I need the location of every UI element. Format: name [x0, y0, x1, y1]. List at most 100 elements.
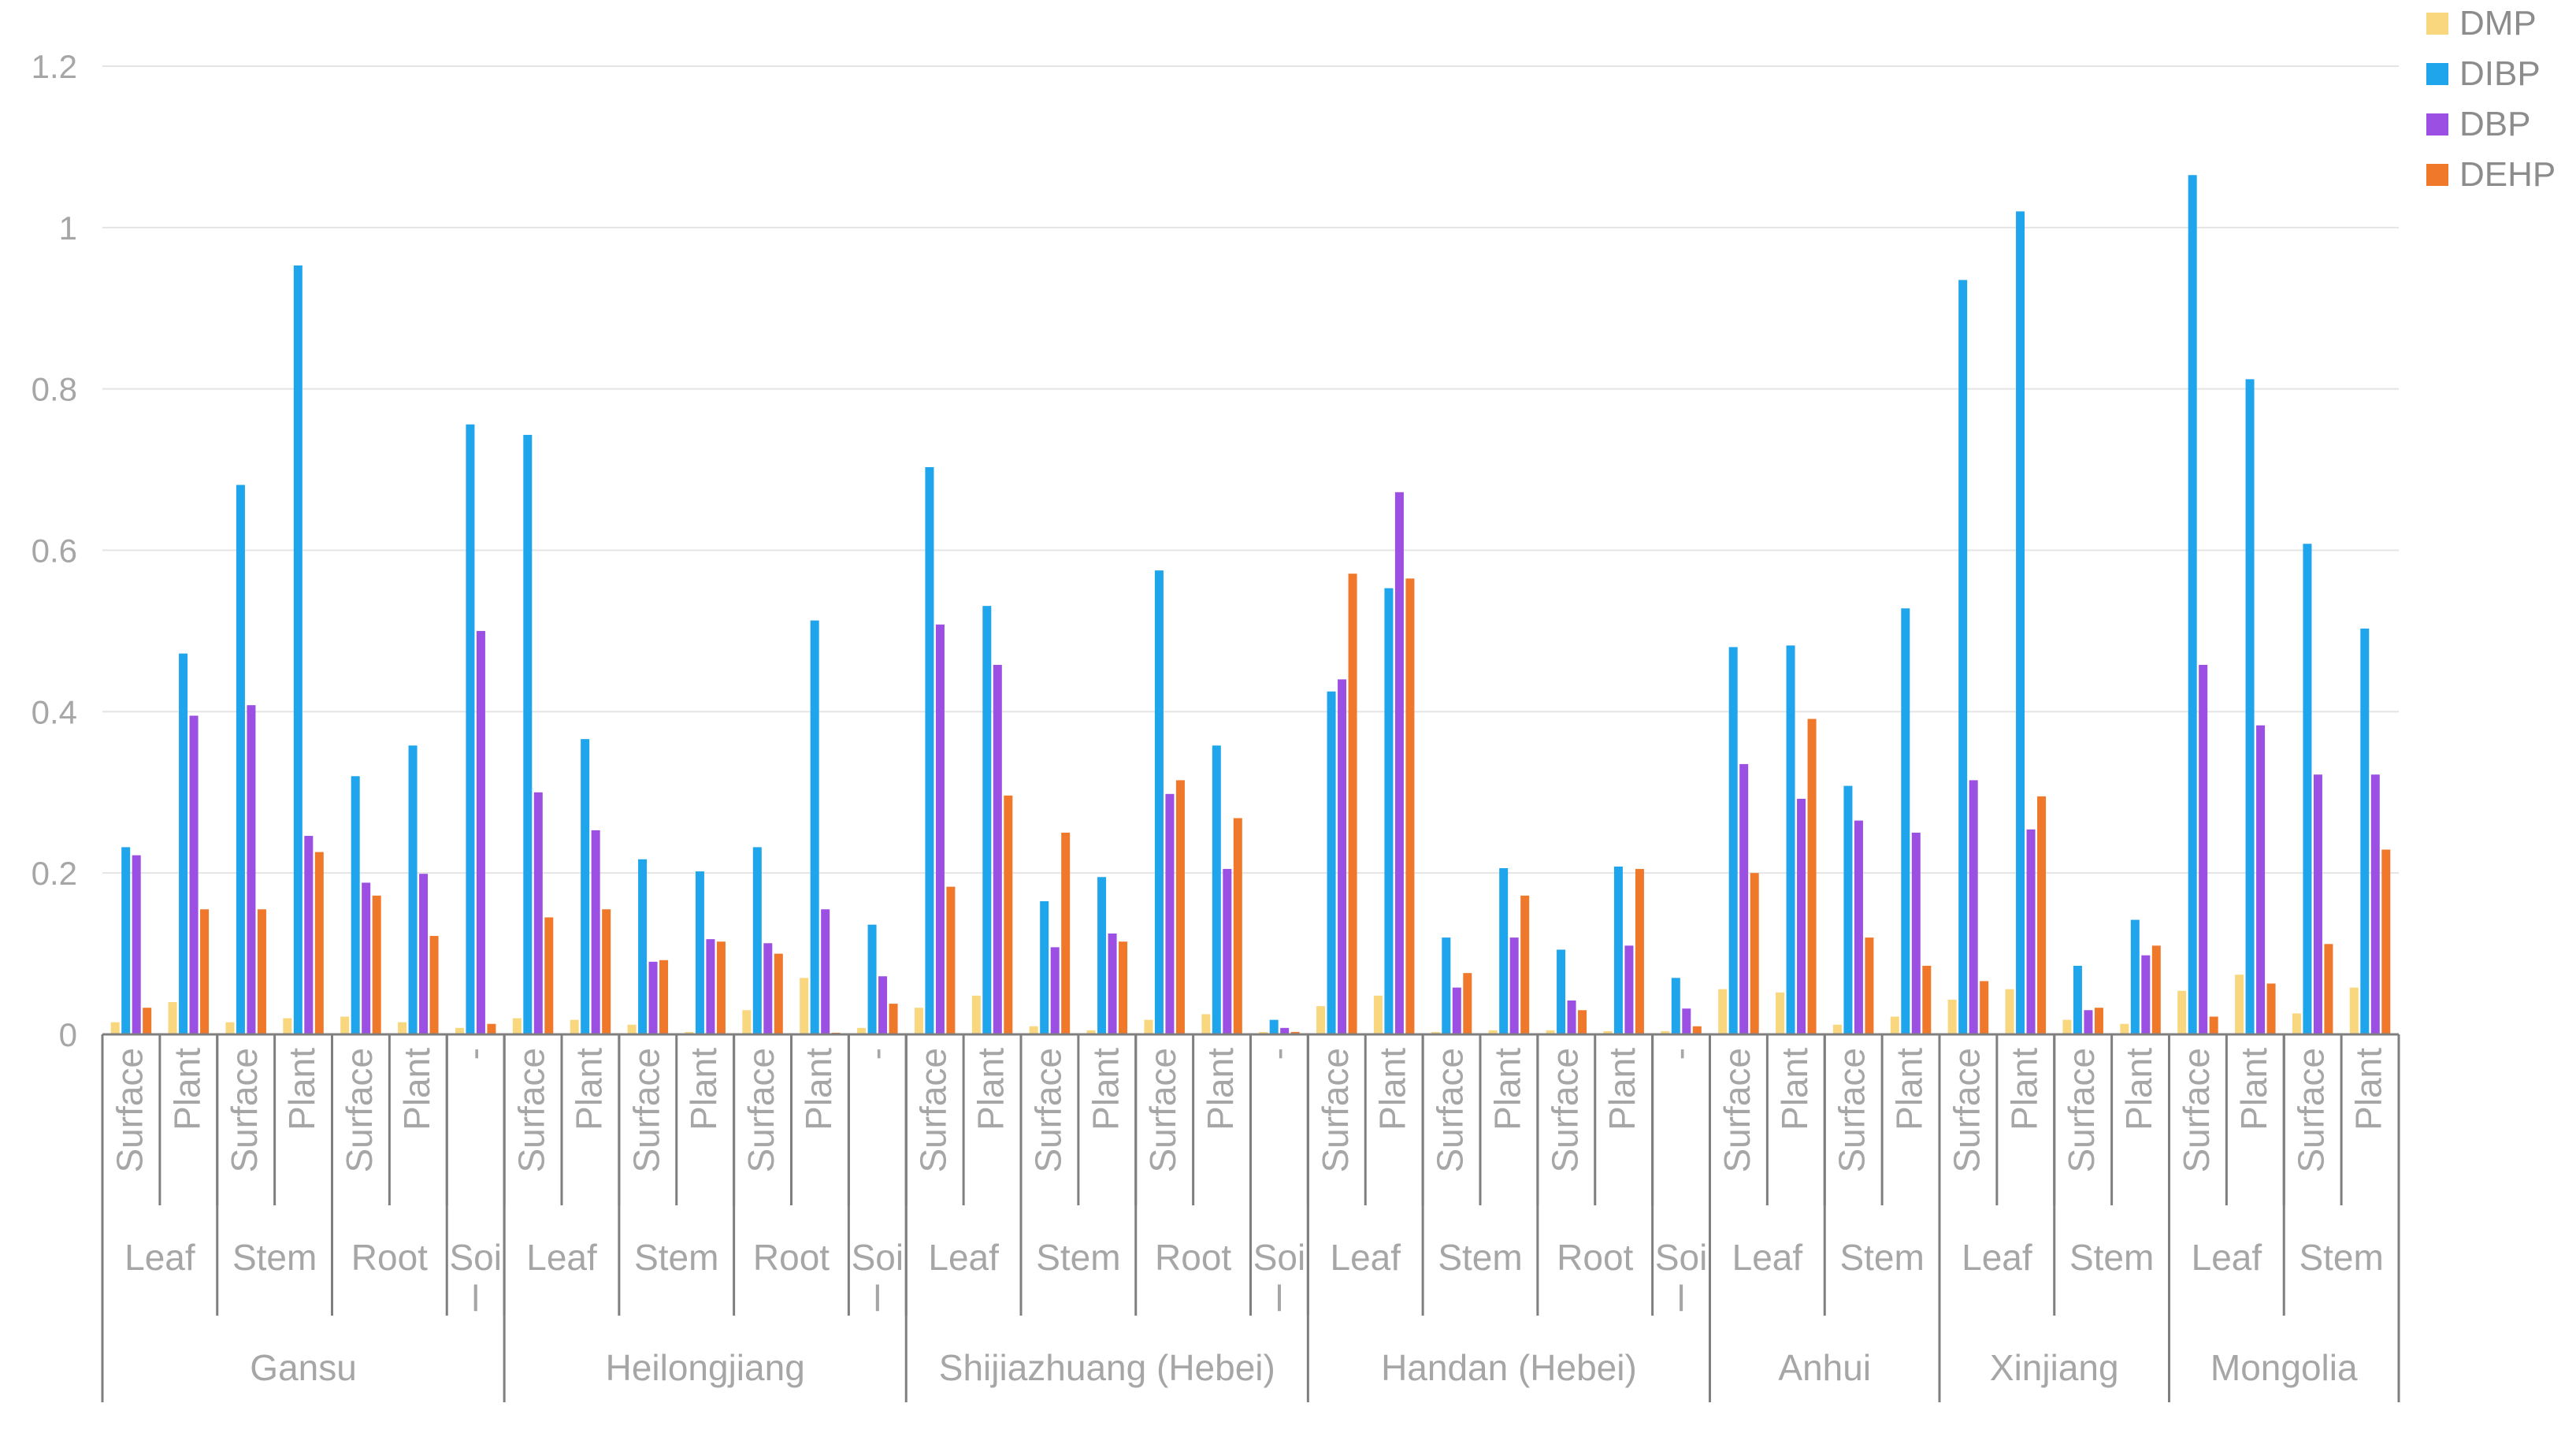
bar-dehp: [2381, 849, 2391, 1034]
bar-dbp: [476, 630, 485, 1034]
region-label: Mongolia: [2210, 1347, 2358, 1388]
bar-dmp: [1718, 989, 1728, 1034]
bar-dehp: [1922, 965, 1932, 1034]
bar-dehp: [2151, 945, 2161, 1034]
bar-dibp: [1958, 280, 1968, 1034]
category-label: Plant: [1889, 1048, 1930, 1130]
bar-dmp: [570, 1019, 579, 1034]
bar-dmp: [283, 1018, 292, 1034]
bar-dibp: [1154, 570, 1164, 1034]
bar-dibp: [2360, 628, 2370, 1034]
legend-label-dbp: DBP: [2459, 105, 2530, 143]
category-label: Plant: [281, 1048, 322, 1130]
bar-dbp: [2256, 725, 2266, 1034]
bar-dibp: [408, 745, 418, 1034]
bar-dmp: [1890, 1016, 1899, 1034]
category-label: Surface: [1142, 1048, 1183, 1173]
bar-dmp: [1488, 1030, 1498, 1034]
bar-dmp: [2177, 990, 2187, 1034]
bar-dbp: [1338, 679, 1347, 1034]
group-label: Stem: [634, 1237, 718, 1278]
category-label: Plant: [1372, 1048, 1413, 1130]
bar-dibp: [1613, 866, 1623, 1034]
category-label: Surface: [2291, 1048, 2332, 1173]
bar-dibp: [1269, 1019, 1279, 1034]
bar-dbp: [189, 715, 199, 1034]
legend: DMP DIBP DBP DEHP: [2426, 4, 2556, 194]
bar-dibp: [1728, 647, 1738, 1034]
bar-dehp: [2324, 944, 2333, 1034]
bar-dmp: [2005, 989, 2014, 1034]
bar-dehp: [257, 909, 266, 1034]
category-label: Surface: [1544, 1048, 1585, 1173]
category-label: -: [856, 1048, 896, 1060]
bar-dbp: [419, 874, 429, 1034]
bar-dibp: [2245, 379, 2255, 1034]
bar-dibp: [2188, 175, 2197, 1035]
bar-dibp: [236, 484, 245, 1034]
group-label: Root: [1557, 1237, 1633, 1278]
category-label: Plant: [1487, 1048, 1527, 1130]
bar-dmp: [1832, 1024, 1842, 1034]
x-axis-labels: Surface Plant Surface Plant Surface Plant - Sur…: [109, 1048, 2389, 1388]
axes: [101, 1033, 2400, 1402]
bar-dibp: [523, 435, 533, 1034]
category-label: Plant: [2118, 1048, 2159, 1130]
category-label: -: [454, 1048, 495, 1060]
legend-label-dmp: DMP: [2459, 4, 2537, 43]
category-label: Plant: [2233, 1048, 2274, 1130]
bar-dibp: [2303, 544, 2312, 1034]
group-label: Soi: [449, 1237, 501, 1278]
bar-dmp: [1546, 1030, 1555, 1034]
y-axis-ticks: 0 0.2 0.4 0.6 0.8 1 1.2: [32, 48, 77, 1053]
bar-dehp: [1290, 1031, 1300, 1034]
group-label: Leaf: [1962, 1237, 2032, 1278]
category-label: Plant: [396, 1048, 437, 1130]
legend-swatch-dmp: [2426, 13, 2448, 35]
category-label: Plant: [683, 1048, 724, 1130]
category-label: Plant: [1200, 1048, 1241, 1130]
bar-dehp: [716, 941, 726, 1034]
bar-dibp: [581, 739, 590, 1034]
bar-dmp: [627, 1024, 637, 1034]
bar-dehp: [1004, 795, 1013, 1034]
group-label: Root: [351, 1237, 428, 1278]
category-label: Surface: [2176, 1048, 2217, 1173]
bar-dehp: [1061, 832, 1071, 1034]
bar-dibp: [293, 265, 303, 1034]
bar-dbp: [1624, 945, 1634, 1034]
group-label: l: [1677, 1278, 1685, 1319]
bar-dbp: [304, 836, 314, 1034]
bar-dbp: [1739, 763, 1749, 1034]
bar-dbp: [362, 882, 371, 1034]
category-label: Surface: [1717, 1048, 1758, 1173]
group-label: Soi: [1655, 1237, 1707, 1278]
bar-dibp: [1384, 588, 1394, 1034]
bar-dehp: [2037, 796, 2047, 1034]
bar-dehp: [1635, 869, 1644, 1034]
category-label: Plant: [568, 1048, 609, 1130]
bar-dbp: [247, 705, 256, 1034]
bar-dibp: [1499, 868, 1509, 1034]
category-label: Plant: [2348, 1048, 2389, 1130]
bar-dbp: [1452, 987, 1461, 1034]
bar-dibp: [1212, 745, 1221, 1034]
bar-dehp: [659, 960, 669, 1034]
bar-dbp: [1854, 820, 1863, 1034]
bar-dibp: [1671, 978, 1680, 1034]
bar-dehp: [1233, 818, 1242, 1034]
y-tick-label: 1: [59, 210, 77, 247]
category-label: Surface: [1832, 1048, 1873, 1173]
bar-dibp: [752, 847, 762, 1034]
group-label: Leaf: [1732, 1237, 1803, 1278]
y-tick-label: 0.6: [32, 533, 77, 570]
bar-dmp: [914, 1008, 923, 1034]
bar-dbp: [935, 624, 945, 1034]
bar-dibp: [1097, 877, 1107, 1034]
bar-dehp: [1578, 1010, 1587, 1034]
bar-dehp: [487, 1023, 496, 1034]
y-tick-label: 0.2: [32, 855, 77, 892]
bar-dehp: [429, 936, 439, 1034]
bar-dmp: [1259, 1031, 1268, 1034]
region-label: Heilongjiang: [606, 1347, 805, 1388]
